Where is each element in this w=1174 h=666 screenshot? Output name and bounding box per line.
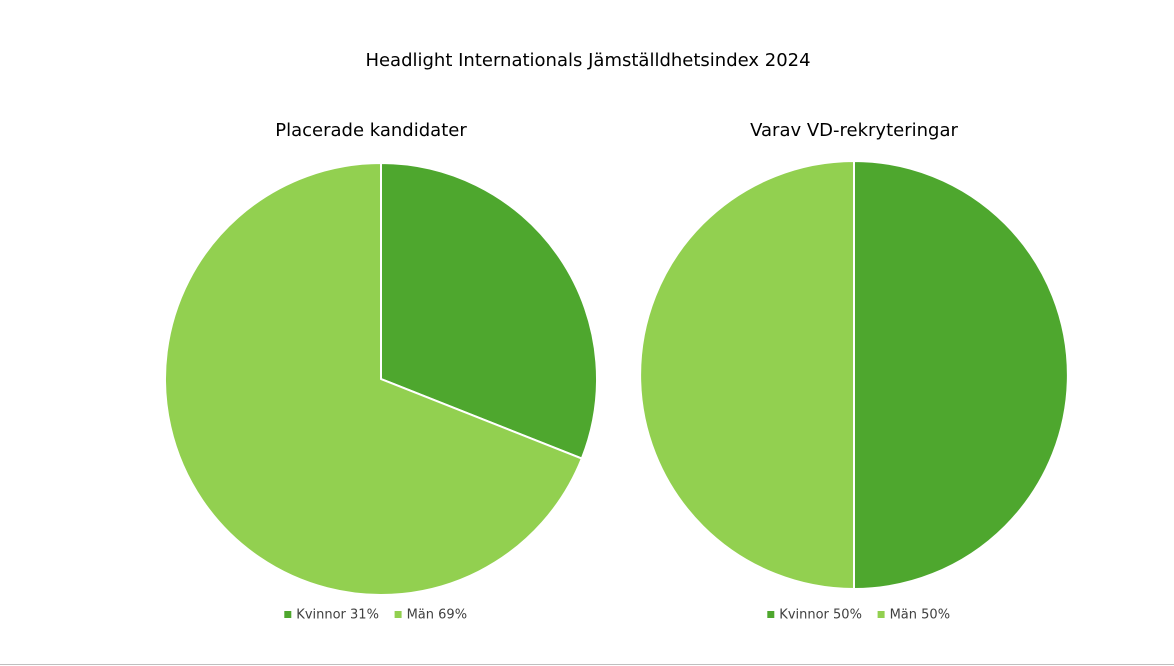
pie-slice xyxy=(853,159,1069,591)
pie-slice xyxy=(164,161,584,596)
legend-swatch xyxy=(394,611,402,618)
legend-swatch xyxy=(767,611,775,618)
legend-label: Män 50% xyxy=(890,608,950,623)
legend-label: Kvinnor 50% xyxy=(779,608,862,623)
chart-subtitle: Placerade kandidater xyxy=(275,120,467,141)
pie-slice xyxy=(639,159,855,591)
pie-slice xyxy=(380,161,598,460)
legend-label: Kvinnor 31% xyxy=(296,608,379,623)
legend-swatch xyxy=(877,611,885,618)
legend-swatch xyxy=(284,611,292,618)
chart-subtitle: Varav VD-rekryteringar xyxy=(750,120,958,141)
legend-label: Män 69% xyxy=(407,608,467,623)
chart-title: Headlight Internationals Jämställdhetsin… xyxy=(365,50,810,71)
